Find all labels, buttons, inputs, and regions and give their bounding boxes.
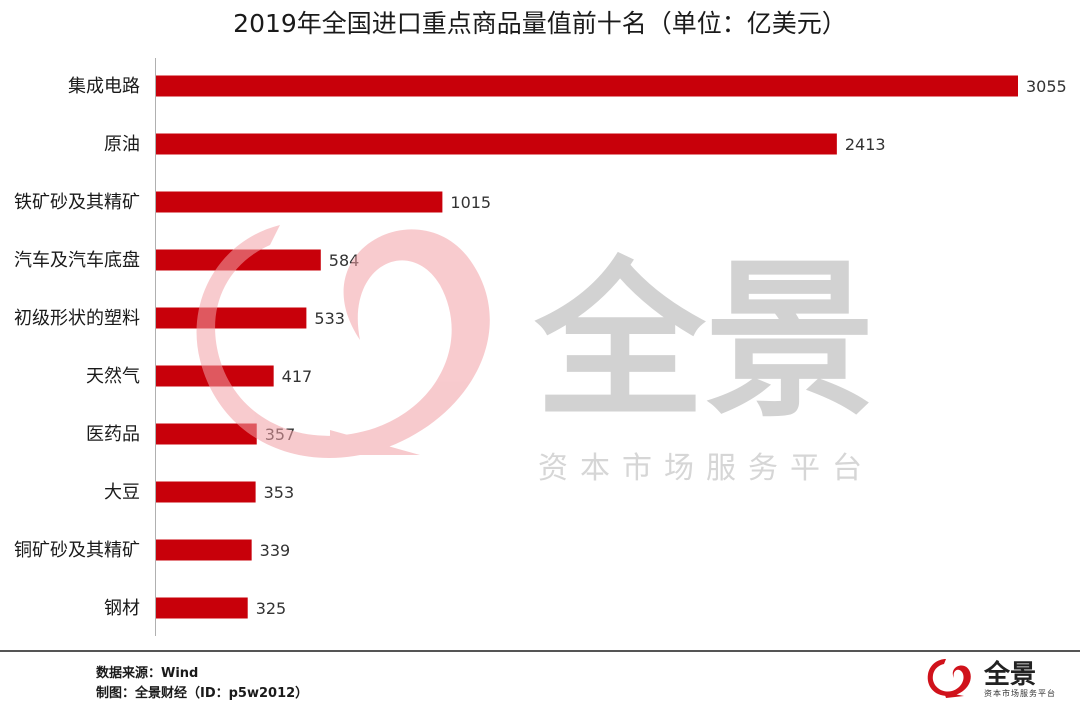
category-label-7: 大豆	[104, 482, 140, 503]
bar-0	[156, 75, 1018, 97]
value-label-7: 353	[264, 483, 295, 502]
bar-2	[156, 191, 443, 213]
bar-7	[156, 481, 256, 503]
category-label-9: 钢材	[104, 598, 140, 619]
value-label-8: 339	[260, 541, 291, 560]
bar-4	[156, 307, 307, 329]
category-label-4: 初级形状的塑料	[14, 308, 140, 329]
bar-1	[156, 133, 837, 155]
data-source: 数据来源：Wind	[96, 666, 199, 681]
bar-3	[156, 249, 321, 271]
bar-8	[156, 539, 252, 561]
quanjing-logo: 全景 资本市场服务平台	[922, 654, 1072, 702]
value-label-6: 357	[265, 425, 296, 444]
category-label-5: 天然气	[86, 366, 140, 387]
category-label-2: 铁矿砂及其精矿	[14, 192, 140, 213]
footer-divider	[0, 650, 1080, 652]
logo-tagline: 资本市场服务平台	[984, 689, 1056, 698]
bar-6	[156, 423, 257, 445]
category-label-6: 医药品	[86, 424, 140, 445]
value-label-9: 325	[256, 599, 287, 618]
logo-name: 全景	[984, 660, 1037, 690]
value-label-2: 1015	[450, 193, 491, 212]
quanjing-logo-icon	[927, 659, 971, 698]
bar-5	[156, 365, 274, 387]
category-label-8: 铜矿砂及其精矿	[14, 540, 140, 561]
category-label-0: 集成电路	[68, 76, 140, 97]
chart-title: 2019年全国进口重点商品量值前十名（单位：亿美元）	[233, 9, 847, 38]
category-label-3: 汽车及汽车底盘	[14, 250, 140, 271]
bar-9	[156, 597, 248, 619]
value-label-3: 584	[329, 251, 360, 270]
bar-chart: 集成电路 3055 原油 2413 铁矿砂及其精矿 1015 汽车及汽车底盘 584 初级形状的…	[14, 58, 1067, 636]
value-label-5: 417	[282, 367, 313, 386]
chart-maker: 制图：全景财经（ID：p5w2012）	[96, 686, 309, 701]
category-label-1: 原油	[104, 134, 140, 155]
value-label-0: 3055	[1026, 77, 1067, 96]
value-label-1: 2413	[845, 135, 886, 154]
bars-layer: 集成电路 3055 原油 2413 铁矿砂及其精矿 1015 汽车及汽车底盘 584 初级形状的…	[14, 75, 1067, 619]
value-label-4: 533	[314, 309, 345, 328]
